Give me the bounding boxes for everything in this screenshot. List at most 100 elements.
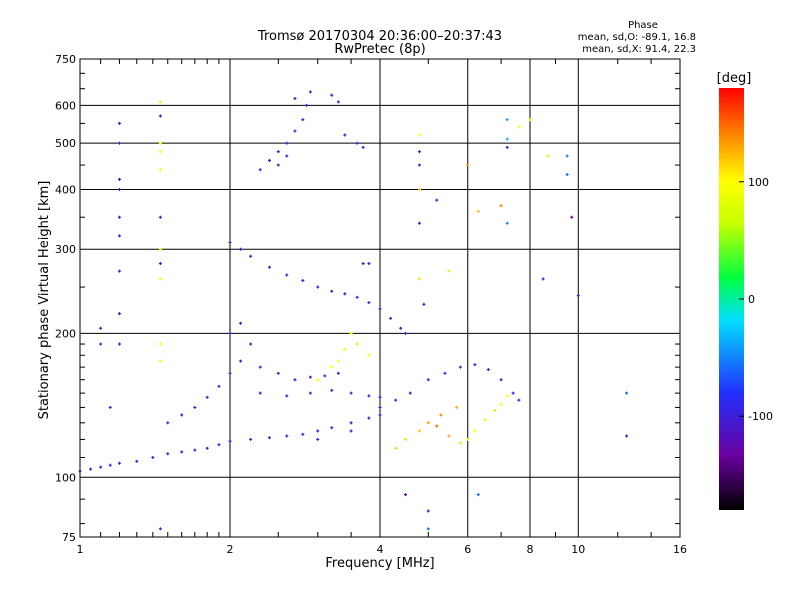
data-point <box>308 375 312 379</box>
data-point <box>336 371 340 375</box>
y-tick-label: 600 <box>55 99 76 112</box>
data-point <box>99 326 103 330</box>
x-axis-label: Frequency [MHz] <box>325 556 434 571</box>
data-point <box>336 100 340 104</box>
data-point <box>505 118 509 122</box>
data-point <box>505 394 509 398</box>
y-tick-label: 500 <box>55 137 76 150</box>
data-point <box>316 378 320 382</box>
data-point <box>228 240 232 244</box>
data-point <box>466 163 470 167</box>
data-point <box>316 437 320 441</box>
data-point <box>455 405 459 409</box>
data-point <box>276 163 280 167</box>
data-point <box>505 145 509 149</box>
data-point <box>528 118 532 122</box>
data-point <box>117 141 121 145</box>
data-point <box>193 405 197 409</box>
x-tick-label: 1 <box>77 543 84 556</box>
x-tick-label: 6 <box>464 543 471 556</box>
data-point <box>505 221 509 225</box>
data-point <box>417 187 421 191</box>
y-tick-label: 400 <box>55 183 76 196</box>
data-point <box>228 331 232 335</box>
data-point <box>267 436 271 440</box>
colorbar-tick-label: 100 <box>748 176 769 189</box>
data-point <box>417 221 421 225</box>
y-tick-label: 200 <box>55 327 76 340</box>
data-point <box>117 269 121 273</box>
plot-frame <box>79 58 681 538</box>
data-point <box>499 378 503 382</box>
data-point <box>239 359 243 363</box>
data-point <box>349 391 353 395</box>
data-point <box>389 316 393 320</box>
data-point <box>276 150 280 154</box>
data-point <box>343 292 347 296</box>
data-point <box>625 391 629 395</box>
data-point <box>511 391 515 395</box>
x-tick-label: 4 <box>377 543 384 556</box>
x-tick-labels: 1 2 4 6 8 10 16 <box>77 543 688 556</box>
data-point <box>301 432 305 436</box>
data-point <box>117 177 121 181</box>
data-point <box>546 154 550 158</box>
data-point <box>158 215 162 219</box>
data-point <box>378 405 382 409</box>
data-point <box>447 269 451 273</box>
x-tick-label: 8 <box>527 543 534 556</box>
data-point <box>378 307 382 311</box>
data-point <box>403 493 407 497</box>
data-point <box>435 198 439 202</box>
data-point <box>330 365 334 369</box>
data-point <box>217 443 221 447</box>
data-point <box>285 154 289 158</box>
data-point <box>476 209 480 213</box>
data-point <box>158 359 162 363</box>
x-tick-label: 2 <box>227 543 234 556</box>
data-point <box>625 434 629 438</box>
data-point <box>361 145 365 149</box>
data-point <box>117 121 121 125</box>
data-point <box>505 137 509 141</box>
data-point <box>239 321 243 325</box>
data-point <box>117 312 121 316</box>
data-point <box>361 262 365 266</box>
data-point <box>267 265 271 269</box>
data-point <box>367 353 371 357</box>
data-point <box>249 342 253 346</box>
data-point <box>158 527 162 531</box>
data-point <box>316 285 320 289</box>
colorbar-tick-label: 0 <box>748 293 755 306</box>
data-point <box>541 277 545 281</box>
data-point <box>367 394 371 398</box>
data-point <box>499 204 503 208</box>
data-point <box>499 402 503 406</box>
data-point <box>330 93 334 97</box>
data-point <box>473 363 477 367</box>
colorbar-tick-label: -100 <box>748 410 773 423</box>
data-point <box>349 421 353 425</box>
data-point <box>293 129 297 133</box>
data-point <box>117 342 121 346</box>
colorbar-ticks: 100 0 -100 <box>739 176 773 423</box>
data-point <box>473 429 477 433</box>
colorbar-unit-label: [deg] <box>717 71 752 86</box>
data-point <box>330 388 334 392</box>
data-point <box>158 100 162 104</box>
data-point <box>308 90 312 94</box>
phase-heading: Phase <box>628 20 658 31</box>
data-point <box>158 150 162 154</box>
data-point <box>417 163 421 167</box>
data-point <box>403 437 407 441</box>
data-point <box>417 150 421 154</box>
data-point <box>228 371 232 375</box>
data-point <box>205 395 209 399</box>
data-point <box>403 331 407 335</box>
data-point <box>108 463 112 467</box>
data-point <box>117 187 121 191</box>
data-point <box>158 114 162 118</box>
data-point <box>367 301 371 305</box>
data-point <box>426 527 430 531</box>
